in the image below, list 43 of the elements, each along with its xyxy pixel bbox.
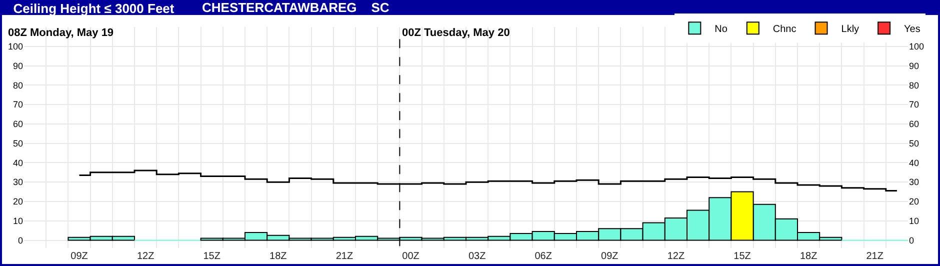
x-tick-label: 18Z: [270, 251, 287, 262]
legend-label: Yes: [904, 24, 920, 36]
x-tick-label: 12Z: [136, 251, 154, 262]
ref-line-label: 00Z Tuesday, May 20: [402, 27, 510, 39]
x-tick-label: 03Z: [468, 251, 486, 262]
y-tick-label: 100: [8, 42, 23, 52]
x-tick-label: 00Z: [402, 251, 420, 262]
x-tick-label: 15Z: [203, 251, 220, 262]
chart-title: Ceiling Height ≤ 3000 Feet: [13, 1, 175, 16]
x-tick-label: 21Z: [336, 251, 354, 262]
legend-label: Lkly: [841, 24, 860, 36]
x-tick-label: 12Z: [667, 251, 685, 262]
y-tick-label: 80: [12, 80, 23, 90]
x-tick-label: 15Z: [734, 251, 751, 262]
y2-tick-label: 10: [909, 216, 920, 226]
y-tick-label: 50: [12, 138, 23, 148]
y2-tick-label: 0: [909, 235, 914, 246]
x-tick-label: 18Z: [800, 251, 818, 262]
x-tick-label: 09Z: [601, 251, 618, 262]
y-tick-label: 70: [12, 100, 23, 110]
y-tick-label: 0: [18, 235, 23, 246]
x-tick-label: 09Z: [70, 251, 88, 262]
y-tick-label: 90: [12, 60, 23, 71]
y-tick-label: 20: [12, 196, 23, 207]
y-tick-label: 40: [12, 158, 23, 168]
y2-tick-label: 30: [909, 177, 920, 188]
y-tick-label: 30: [12, 177, 23, 188]
y2-tick-label: 90: [909, 60, 920, 71]
y2-tick-label: 60: [909, 119, 920, 130]
y2-tick-label: 20: [909, 196, 920, 207]
y-tick-label: 10: [12, 216, 23, 226]
annotation: 08Z Monday, May 19: [8, 27, 114, 39]
x-tick-label: 21Z: [866, 251, 884, 262]
x-tick-label: 06Z: [534, 251, 552, 262]
legend-label: No: [714, 24, 728, 36]
y-tick-label: 60: [12, 119, 23, 130]
y2-tick-label: 50: [909, 138, 920, 148]
y2-tick-label: 40: [909, 158, 920, 168]
y2-tick-label: 80: [909, 80, 920, 90]
chart-subtitle: CHESTERCATAWBAREG SC: [202, 0, 390, 15]
y2-tick-label: 100: [909, 42, 924, 52]
legend-label: Chnc: [772, 24, 796, 36]
y2-tick-label: 70: [909, 100, 920, 110]
